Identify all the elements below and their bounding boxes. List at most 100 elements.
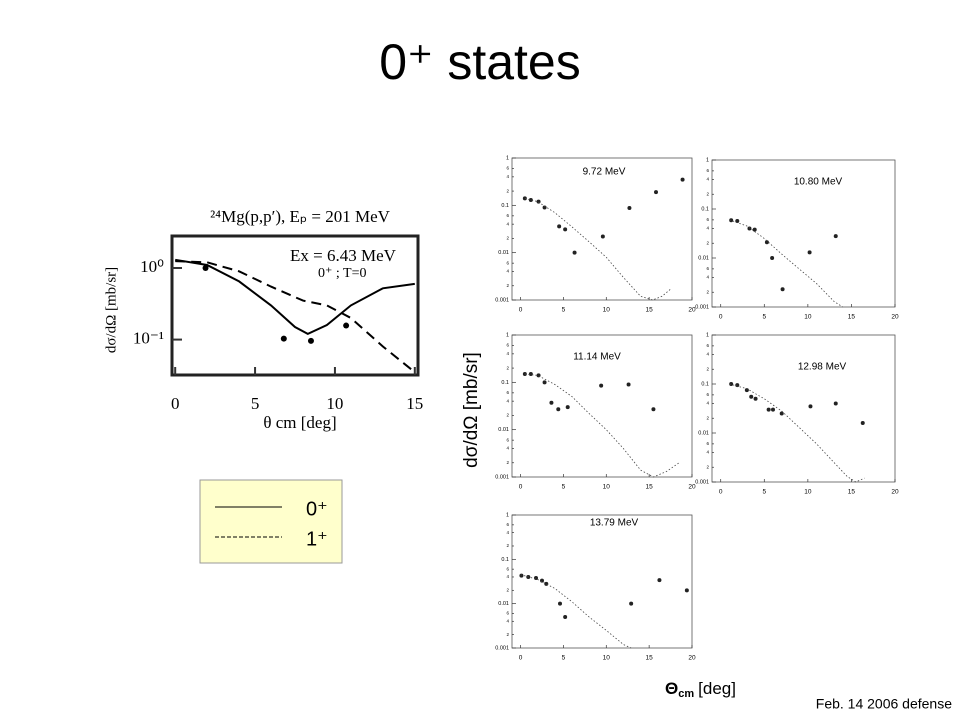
data-point bbox=[565, 405, 570, 410]
chart-x-label: θ cm [deg] bbox=[263, 413, 336, 432]
y-tick-label: 4 bbox=[506, 446, 509, 451]
y-tick-label: 4 bbox=[506, 574, 509, 579]
x-tick-label: 0 bbox=[519, 307, 523, 314]
x-tick-label: 5 bbox=[562, 484, 566, 491]
data-point bbox=[680, 177, 685, 182]
data-point bbox=[343, 322, 350, 329]
plot-frame bbox=[170, 234, 420, 377]
y-tick-label: 2 bbox=[506, 632, 509, 637]
x-axis-unit: [deg] bbox=[698, 679, 736, 698]
y-tick-label: 6 bbox=[506, 437, 509, 442]
y-tick-label: 0.01 bbox=[498, 250, 509, 256]
y-tick-label: 2 bbox=[506, 588, 509, 593]
y-tick-label: 0.1 bbox=[701, 381, 709, 387]
data-point bbox=[540, 578, 544, 583]
chart-title: 10.80 MeV bbox=[794, 177, 843, 188]
x-tick-label: 20 bbox=[688, 484, 696, 491]
y-tick-label: 0.1 bbox=[501, 557, 509, 563]
y-tick-label: 4 bbox=[706, 450, 709, 455]
y-tick-label: 1 bbox=[706, 332, 709, 338]
data-point bbox=[729, 218, 734, 223]
y-tick-label: 2 bbox=[706, 415, 709, 420]
chart-title: ²⁴Mg(p,p′), Eₚ = 201 MeV bbox=[210, 207, 391, 226]
x-tick-label: 5 bbox=[562, 655, 566, 662]
y-tick-label: 4 bbox=[706, 226, 709, 231]
y-tick-label: 0.001 bbox=[495, 645, 509, 651]
y-tick-label: 2 bbox=[506, 236, 509, 241]
data-point bbox=[747, 226, 752, 231]
x-tick-label: 0 bbox=[519, 655, 523, 662]
y-tick-label: 2 bbox=[506, 365, 509, 370]
chart-title: 11.14 MeV bbox=[573, 352, 621, 363]
data-point bbox=[202, 265, 209, 272]
y-tick-label: 0.01 bbox=[698, 255, 709, 261]
data-point bbox=[729, 382, 734, 386]
x-tick-label: 10 bbox=[326, 394, 343, 413]
y-tick-label: 2 bbox=[506, 460, 509, 465]
y-tick-label: 2 bbox=[706, 240, 709, 245]
data-point bbox=[808, 404, 813, 409]
data-point bbox=[600, 234, 605, 239]
data-point bbox=[654, 190, 658, 195]
data-point bbox=[572, 250, 577, 255]
x-axis-label: Θcm [deg] bbox=[665, 679, 736, 699]
x-tick-label: 10 bbox=[603, 484, 611, 491]
data-point bbox=[627, 205, 632, 210]
curve bbox=[175, 260, 416, 373]
y-tick-label: 0.01 bbox=[698, 430, 709, 436]
y-tick-label: 2 bbox=[506, 413, 509, 418]
data-point bbox=[519, 573, 524, 578]
data-point bbox=[833, 401, 838, 406]
curve bbox=[175, 258, 415, 336]
x-tick-label: 15 bbox=[646, 655, 654, 662]
y-tick-label: 1 bbox=[706, 157, 709, 163]
y-tick-label: 6 bbox=[706, 266, 709, 271]
x-tick-label: 15 bbox=[646, 307, 654, 314]
y-tick-label: 6 bbox=[506, 213, 509, 218]
plot-frame bbox=[711, 334, 896, 483]
y-tick-label: 6 bbox=[706, 343, 709, 348]
y-tick-label: 6 bbox=[506, 166, 509, 171]
data-point bbox=[684, 588, 689, 593]
y-tick-label: 0.001 bbox=[695, 479, 709, 485]
chart-title: 9.72 MeV bbox=[583, 167, 626, 178]
curve bbox=[520, 574, 632, 649]
y-tick-label: 2 bbox=[506, 543, 509, 548]
y-tick-label: 0.1 bbox=[501, 380, 509, 386]
x-tick-label: 15 bbox=[848, 314, 856, 321]
data-point bbox=[752, 227, 757, 232]
x-tick-label: 10 bbox=[603, 307, 611, 314]
data-point bbox=[544, 581, 549, 586]
y-tick-label: 2 bbox=[506, 188, 509, 193]
curve bbox=[524, 198, 671, 301]
plot-frame bbox=[511, 514, 693, 649]
y-tick-label: 4 bbox=[506, 398, 509, 403]
data-point bbox=[626, 382, 631, 387]
chart-title: 12.98 MeV bbox=[798, 362, 847, 373]
data-point bbox=[771, 407, 775, 412]
y-tick-label: 2 bbox=[706, 191, 709, 196]
y-tick-label: 4 bbox=[706, 177, 709, 182]
x-tick-label: 20 bbox=[688, 655, 696, 662]
data-point bbox=[807, 250, 812, 255]
y-tick-label: 6 bbox=[506, 390, 509, 395]
x-axis-symbol: Θ bbox=[665, 679, 678, 698]
plot-frame bbox=[711, 159, 896, 308]
data-point bbox=[779, 411, 784, 416]
data-point bbox=[833, 234, 838, 239]
y-tick-label: 6 bbox=[506, 611, 509, 616]
x-tick-label: 5 bbox=[762, 314, 766, 321]
chart-title: 13.79 MeV bbox=[590, 518, 639, 529]
y-tick-label: 0.1 bbox=[501, 203, 509, 209]
x-tick-label: 20 bbox=[891, 489, 899, 496]
data-point bbox=[753, 396, 758, 401]
data-point bbox=[542, 380, 547, 385]
y-tick-label: 1 bbox=[506, 512, 509, 518]
y-tick-label: 0.001 bbox=[695, 304, 709, 310]
y-tick-label: 2 bbox=[506, 283, 509, 288]
x-tick-label: 15 bbox=[646, 484, 654, 491]
y-tick-label: 0.01 bbox=[498, 601, 509, 607]
plot-frame bbox=[511, 157, 693, 301]
